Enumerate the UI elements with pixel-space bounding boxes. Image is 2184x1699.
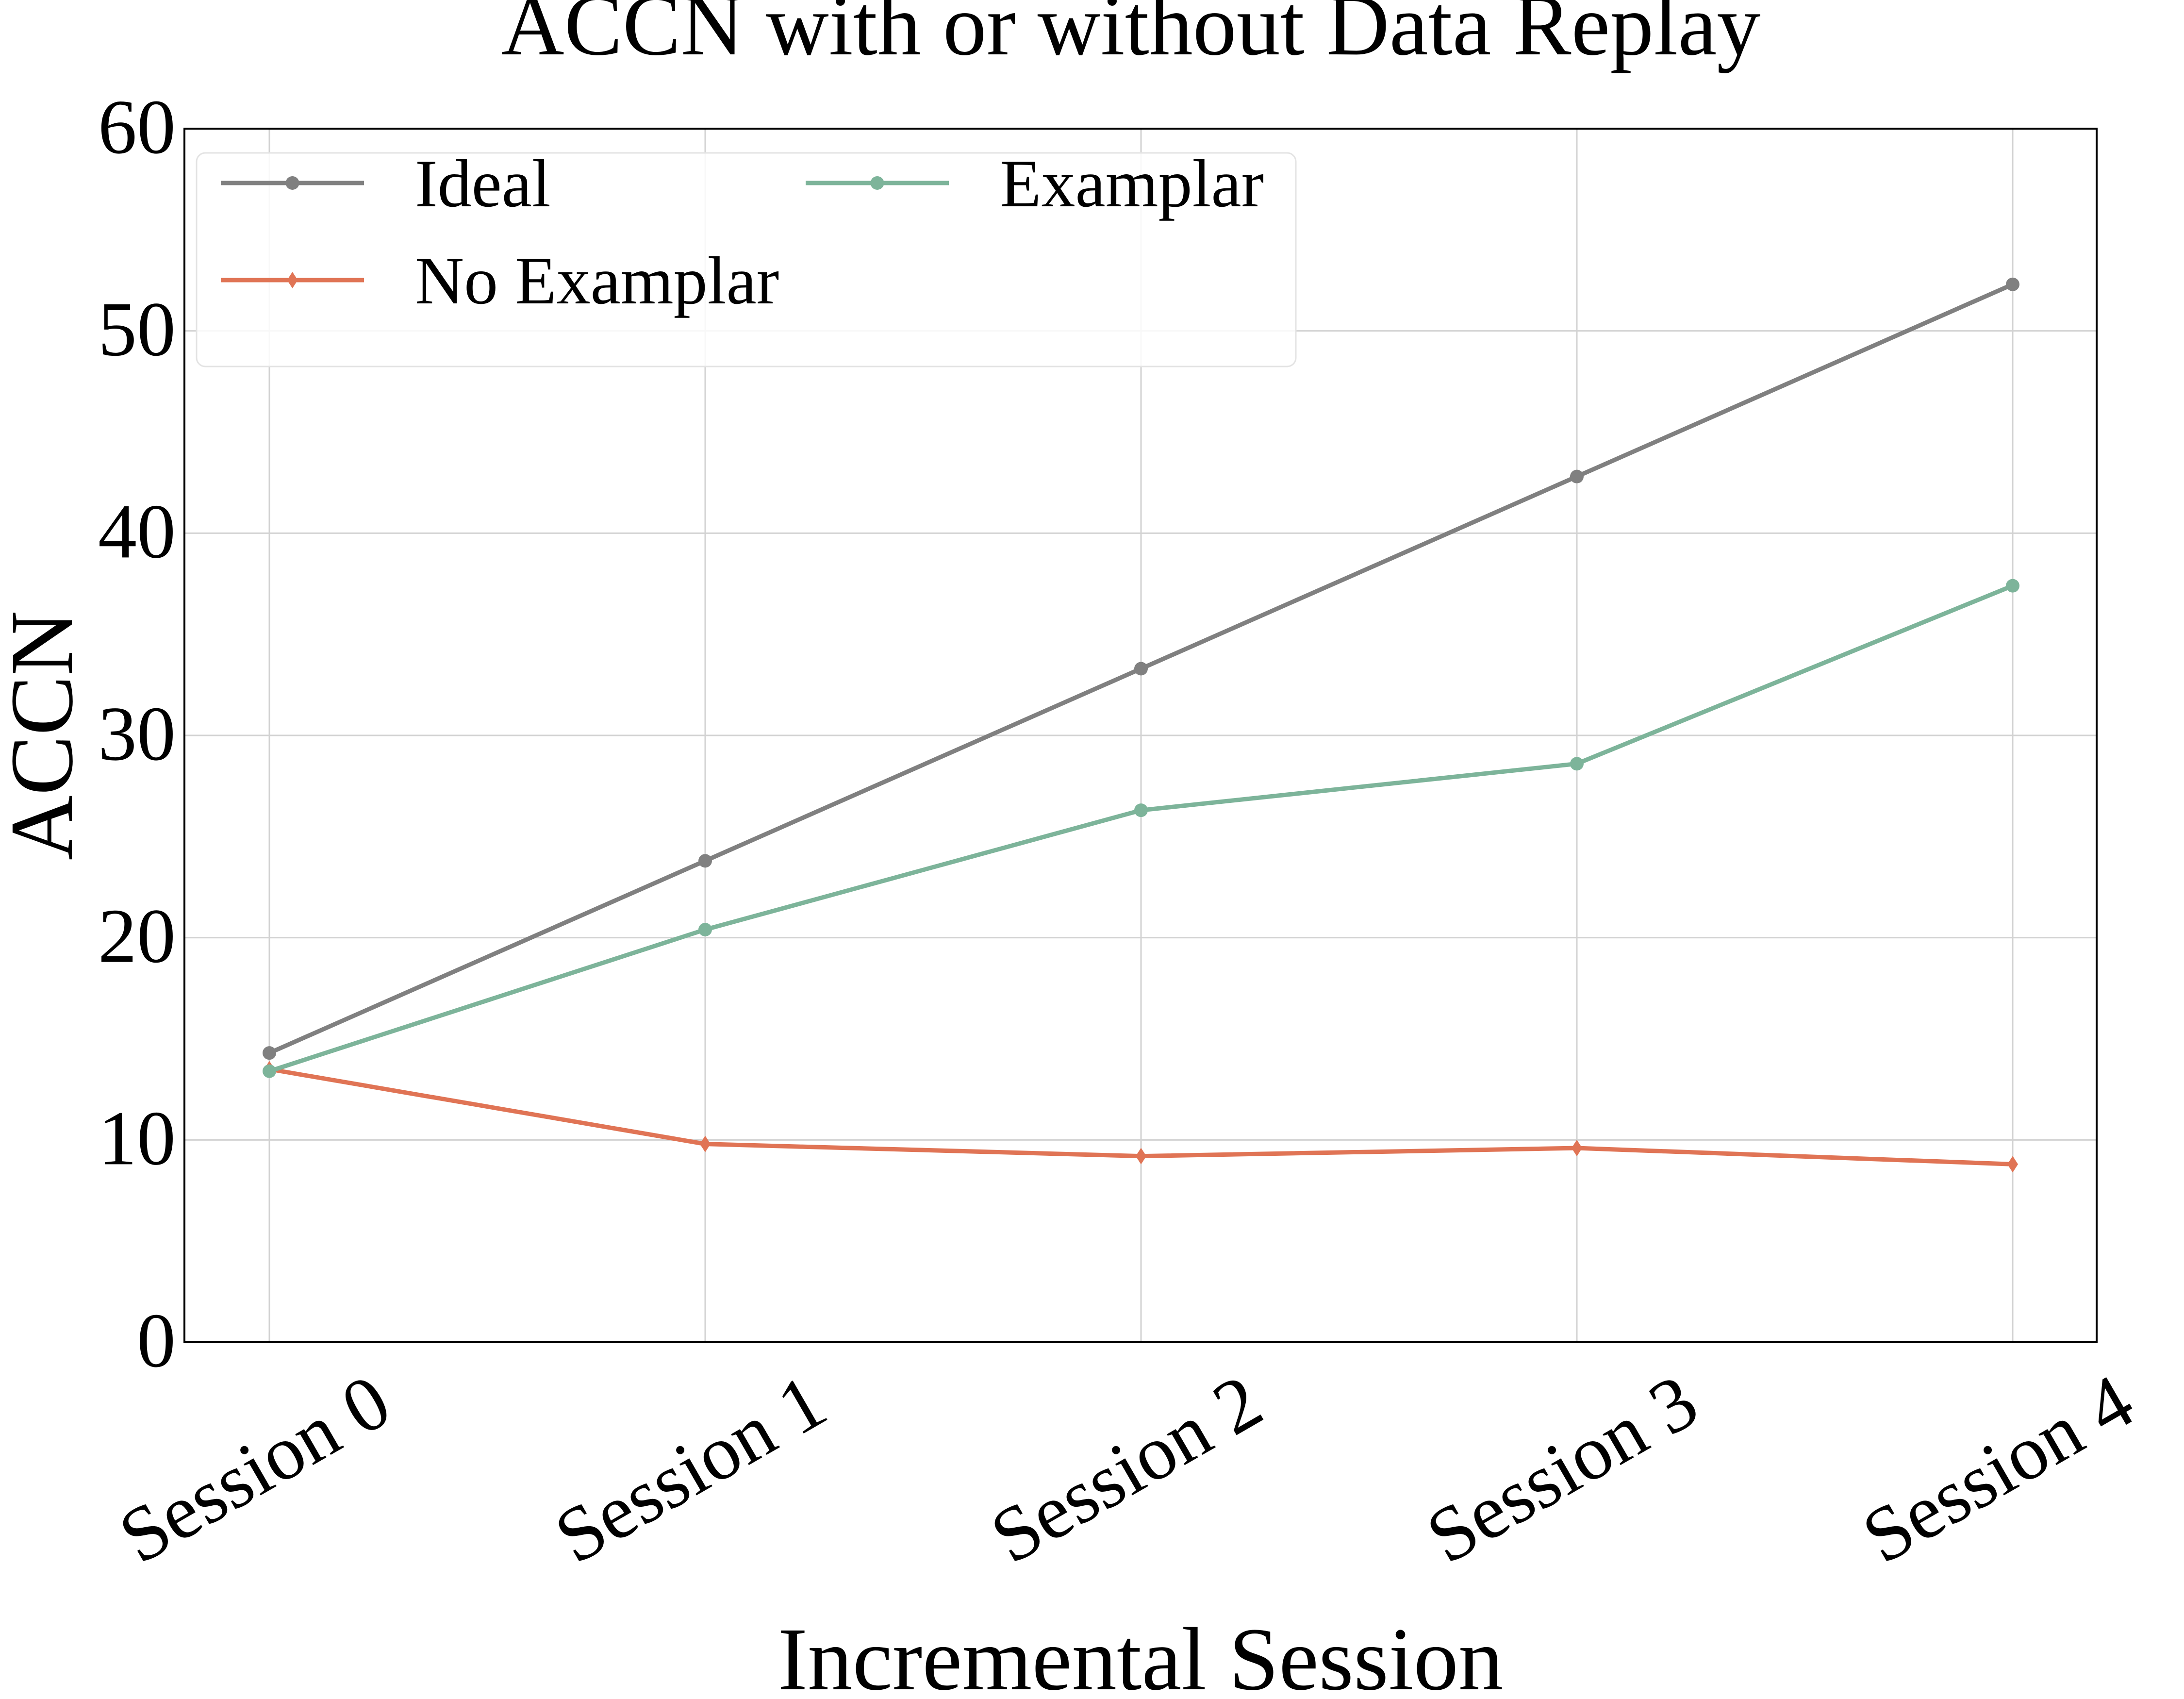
x-tick-label: Session 0	[105, 1357, 404, 1580]
chart-title: ACCN with or without Data Replay	[501, 0, 1761, 73]
y-tick-label: 10	[98, 1095, 176, 1181]
legend-label: Ideal	[415, 146, 551, 221]
x-tick-label: Session 1	[541, 1357, 840, 1580]
plot-area-frame	[183, 128, 2098, 1343]
x-tick-label: Session 3	[1412, 1357, 1711, 1580]
data-point	[1572, 1140, 1582, 1156]
x-axis-label: Incremental Session	[778, 1610, 1504, 1699]
data-point	[263, 1064, 276, 1078]
series-layer	[263, 277, 2019, 1173]
x-axis-ticks: Session 0 Session 1 Session 2 Session 3 Sess…	[105, 1357, 2147, 1580]
data-point	[1134, 662, 1148, 676]
data-point	[1570, 757, 1584, 771]
y-axis-ticks: 0 10 20 30 40 50 60	[98, 83, 176, 1383]
data-point	[2007, 1156, 2018, 1173]
series-ideal	[263, 277, 2019, 1060]
x-tick-label: Session 2	[976, 1357, 1275, 1580]
x-tick-label: Session 4	[1848, 1357, 2147, 1580]
series-examplar	[263, 579, 2019, 1078]
y-tick-label: 40	[98, 488, 176, 574]
legend-marker	[287, 272, 298, 288]
data-point	[698, 854, 712, 868]
data-point	[263, 1046, 276, 1060]
y-tick-label: 30	[98, 690, 176, 777]
legend-item-examplar: Examplar	[806, 146, 1264, 221]
legend-marker	[285, 176, 299, 190]
y-tick-label: 60	[98, 83, 176, 170]
legend: Ideal No Examplar Examplar	[196, 146, 1297, 367]
y-tick-label: 0	[137, 1297, 176, 1383]
y-axis-label: ACCN	[0, 611, 92, 860]
data-point	[2006, 277, 2019, 291]
data-point	[1136, 1148, 1146, 1165]
legend-label: Examplar	[1000, 146, 1264, 221]
legend-item-no-examplar: No Examplar	[221, 243, 779, 318]
legend-box	[196, 152, 1297, 367]
data-point	[1570, 469, 1584, 483]
legend-marker	[870, 176, 884, 190]
data-point	[700, 1135, 711, 1152]
legend-item-ideal: Ideal	[221, 146, 551, 221]
legend-label: No Examplar	[415, 243, 779, 318]
y-tick-label: 50	[98, 286, 176, 372]
data-point	[2006, 579, 2019, 593]
data-point	[698, 923, 712, 936]
data-point	[1134, 803, 1148, 817]
y-tick-label: 20	[98, 893, 176, 979]
